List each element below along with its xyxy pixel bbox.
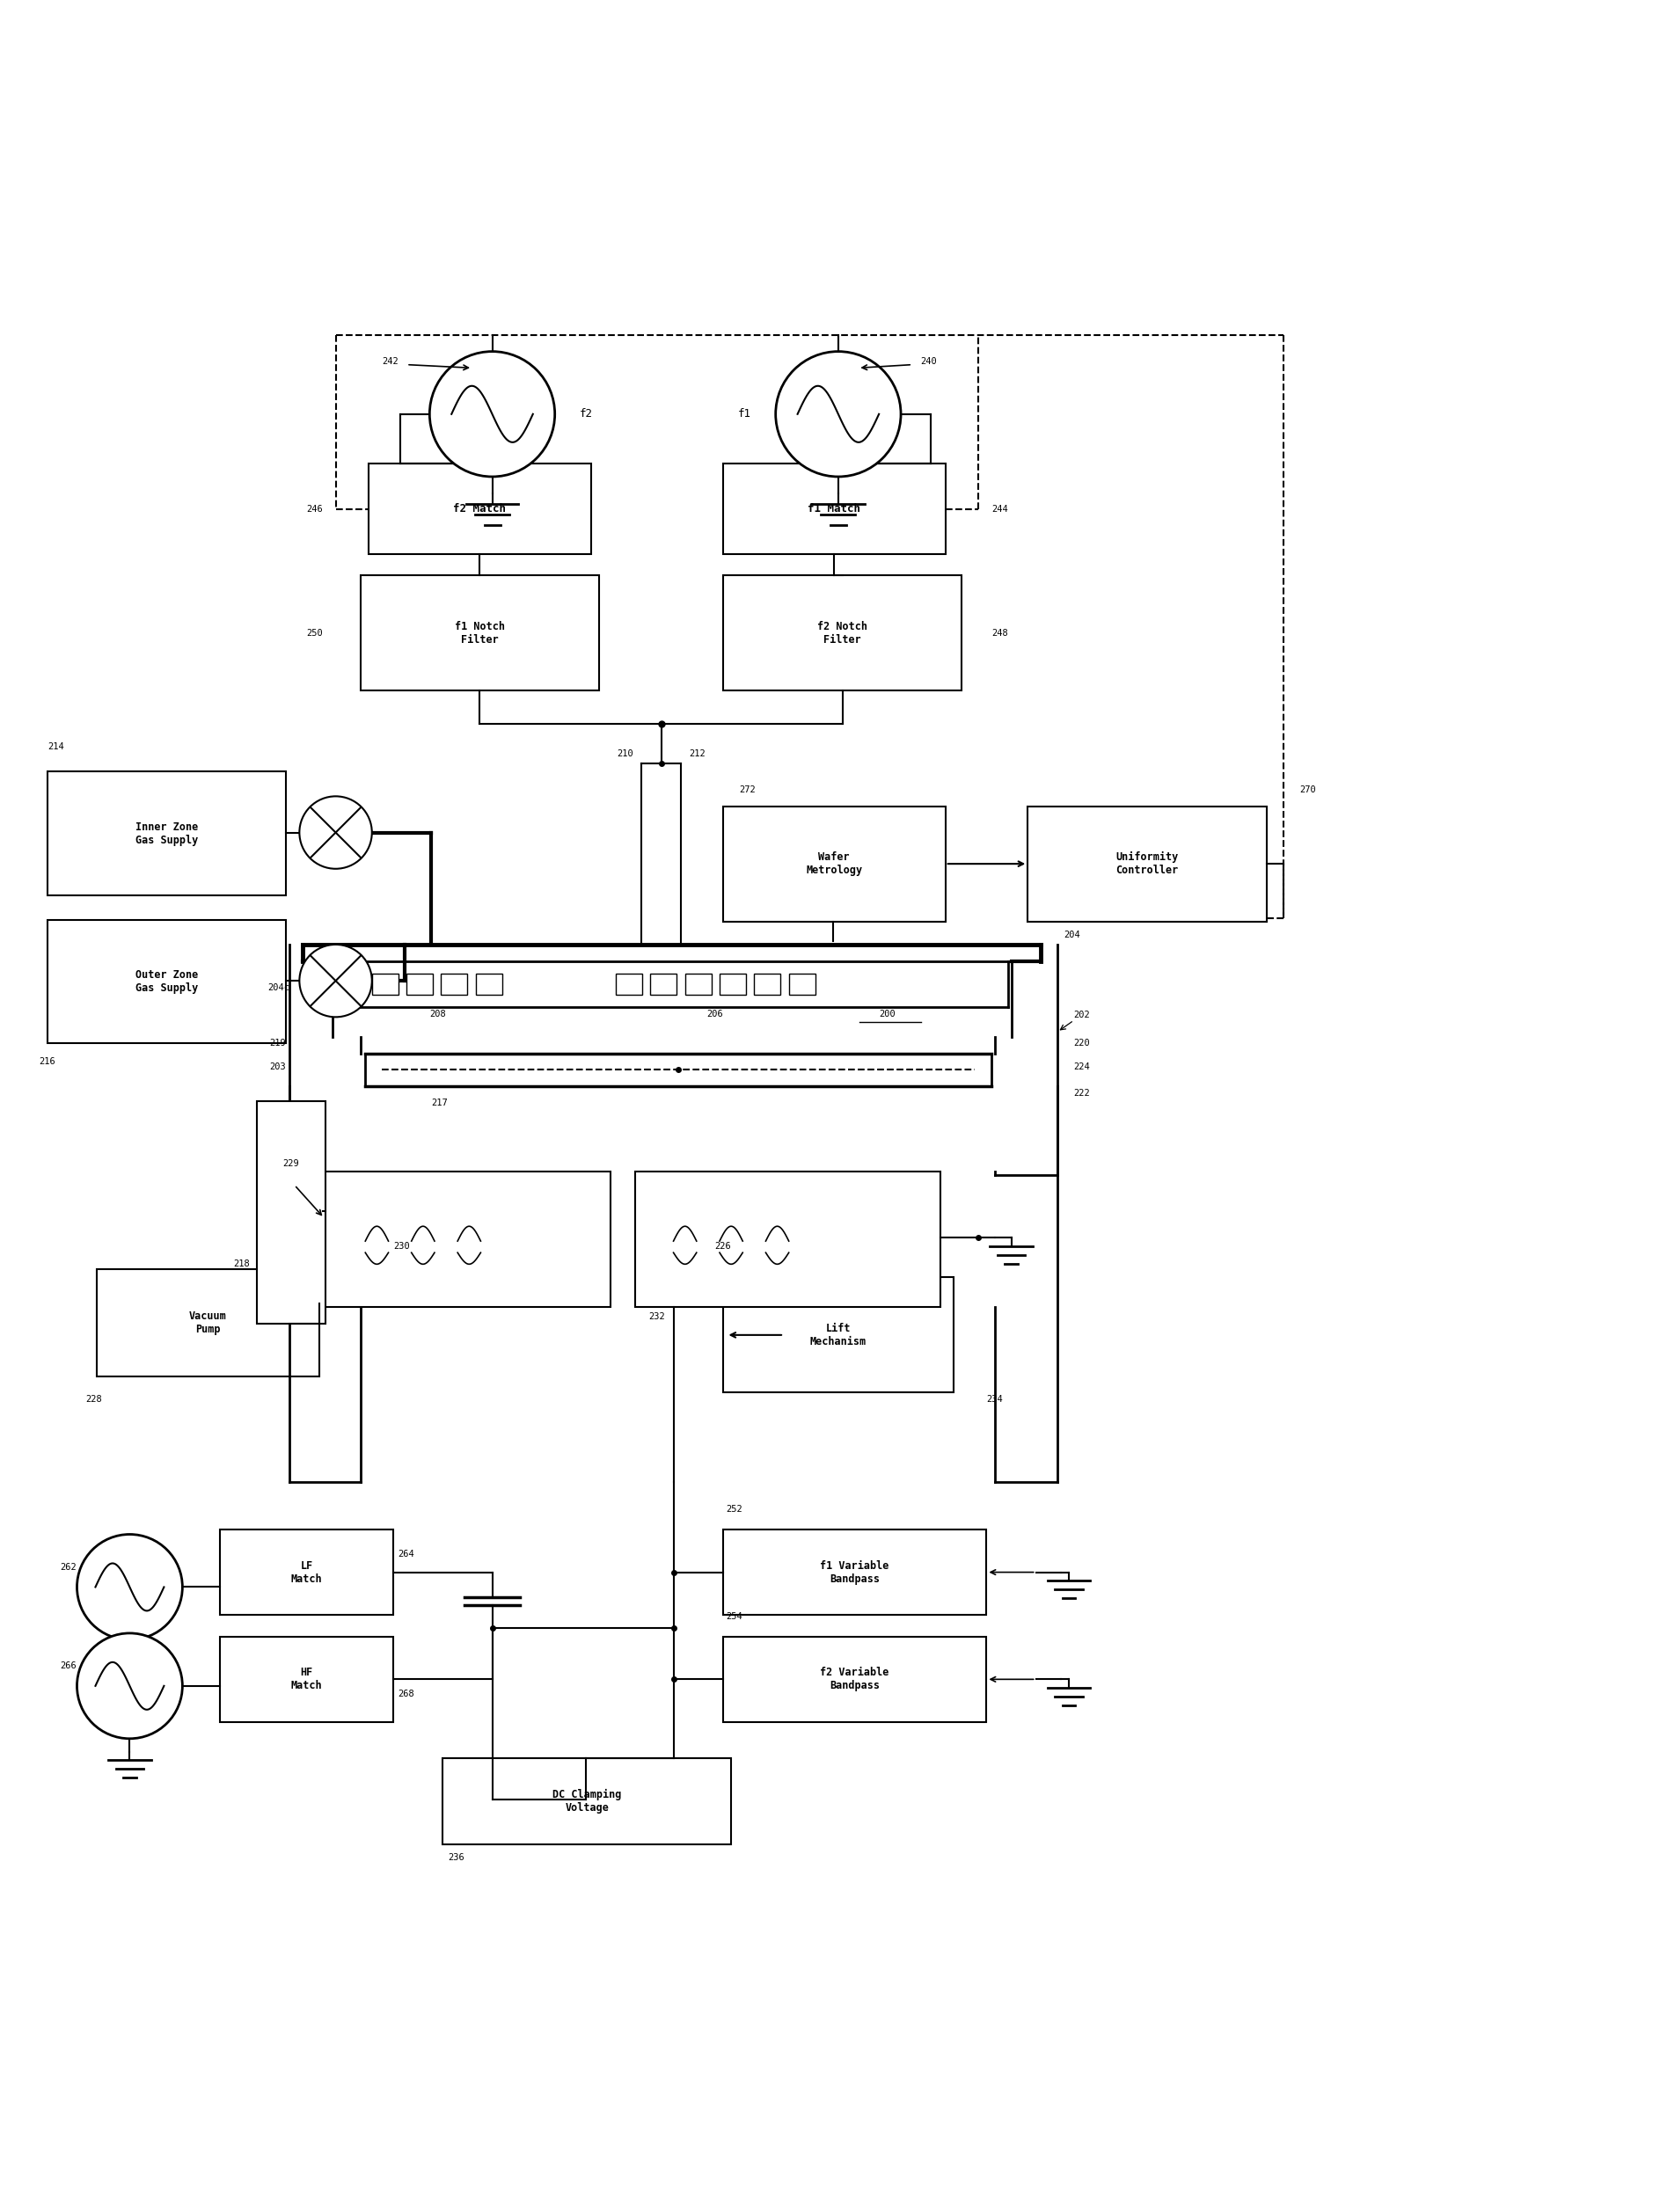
Text: f2 Notch
Filter: f2 Notch Filter — [817, 622, 868, 646]
Circle shape — [430, 352, 554, 476]
Text: 203: 203 — [269, 1062, 286, 1071]
Text: Lift
Mechanism: Lift Mechanism — [810, 1323, 867, 1347]
Bar — [257, 1102, 325, 1323]
Bar — [96, 1270, 319, 1376]
Text: 252: 252 — [725, 1504, 742, 1513]
Text: f2 Match: f2 Match — [453, 502, 506, 515]
Bar — [722, 805, 945, 922]
Text: 236: 236 — [448, 1854, 465, 1863]
Text: 218: 218 — [234, 1261, 251, 1267]
Text: 246: 246 — [305, 504, 322, 513]
Text: 268: 268 — [398, 1690, 415, 1699]
Text: 204: 204 — [1064, 931, 1081, 940]
Text: Vacuum
Pump: Vacuum Pump — [189, 1310, 227, 1336]
Text: 226: 226 — [715, 1241, 730, 1250]
Bar — [360, 575, 599, 690]
Text: f2: f2 — [579, 409, 593, 420]
Text: 264: 264 — [398, 1551, 415, 1559]
Text: LF
Match: LF Match — [290, 1559, 322, 1584]
Text: 254: 254 — [725, 1613, 742, 1621]
Text: Outer Zone
Gas Supply: Outer Zone Gas Supply — [136, 969, 198, 993]
Bar — [722, 575, 961, 690]
Text: Uniformity
Controller: Uniformity Controller — [1116, 852, 1179, 876]
Text: 222: 222 — [1074, 1088, 1091, 1097]
Text: 230: 230 — [393, 1241, 410, 1250]
Text: 244: 244 — [991, 504, 1008, 513]
Text: 217: 217 — [432, 1099, 448, 1106]
Bar — [322, 1172, 611, 1307]
Bar — [407, 973, 433, 995]
Bar — [1028, 805, 1267, 922]
Text: 240: 240 — [921, 356, 938, 365]
Bar — [722, 1276, 953, 1394]
Bar — [443, 1759, 730, 1845]
Circle shape — [76, 1632, 183, 1739]
Text: f1 Match: f1 Match — [808, 502, 860, 515]
Bar — [722, 465, 945, 555]
Text: 219: 219 — [269, 1040, 286, 1048]
Text: 272: 272 — [739, 785, 755, 794]
Bar — [719, 973, 745, 995]
Text: 262: 262 — [60, 1564, 76, 1573]
Bar — [46, 920, 286, 1044]
Bar — [442, 973, 468, 995]
Text: 228: 228 — [85, 1396, 101, 1405]
Bar — [476, 973, 501, 995]
Bar — [369, 465, 591, 555]
Text: HF
Match: HF Match — [290, 1668, 322, 1692]
Circle shape — [299, 796, 372, 869]
Text: 214: 214 — [46, 743, 63, 752]
Text: 266: 266 — [60, 1661, 76, 1670]
Text: Wafer
Metrology: Wafer Metrology — [805, 852, 862, 876]
Text: 200: 200 — [880, 1009, 896, 1018]
Text: f1: f1 — [737, 409, 750, 420]
Text: 270: 270 — [1300, 785, 1316, 794]
Text: 216: 216 — [40, 1057, 55, 1066]
Bar — [221, 1528, 393, 1615]
Text: 229: 229 — [282, 1159, 299, 1168]
Bar — [788, 973, 815, 995]
Text: f2 Variable
Bandpass: f2 Variable Bandpass — [820, 1668, 890, 1692]
Bar — [686, 973, 712, 995]
Bar — [651, 973, 677, 995]
Circle shape — [775, 352, 901, 476]
Bar — [722, 1637, 986, 1723]
Bar — [372, 973, 398, 995]
Text: 212: 212 — [689, 750, 706, 759]
Text: 202: 202 — [1074, 1011, 1091, 1020]
Text: 206: 206 — [707, 1009, 722, 1018]
Text: 242: 242 — [382, 356, 398, 365]
Text: 208: 208 — [430, 1009, 447, 1018]
Text: 204c: 204c — [267, 982, 289, 991]
Text: 224: 224 — [1074, 1062, 1091, 1071]
Text: f1 Variable
Bandpass: f1 Variable Bandpass — [820, 1559, 890, 1584]
Text: 250: 250 — [305, 628, 322, 637]
Bar — [636, 1172, 941, 1307]
Text: DC Clamping
Voltage: DC Clamping Voltage — [553, 1790, 621, 1814]
Text: Inner Zone
Gas Supply: Inner Zone Gas Supply — [136, 821, 198, 845]
Bar — [46, 772, 286, 896]
Text: f1 Notch
Filter: f1 Notch Filter — [455, 622, 505, 646]
Circle shape — [299, 945, 372, 1018]
Bar — [754, 973, 780, 995]
Text: 248: 248 — [991, 628, 1008, 637]
Text: 220: 220 — [1074, 1040, 1091, 1048]
Bar — [616, 973, 642, 995]
Circle shape — [76, 1535, 183, 1639]
Bar — [722, 1528, 986, 1615]
Bar — [221, 1637, 393, 1723]
Text: 210: 210 — [616, 750, 632, 759]
Text: 234: 234 — [986, 1396, 1003, 1405]
Text: 232: 232 — [649, 1312, 666, 1321]
